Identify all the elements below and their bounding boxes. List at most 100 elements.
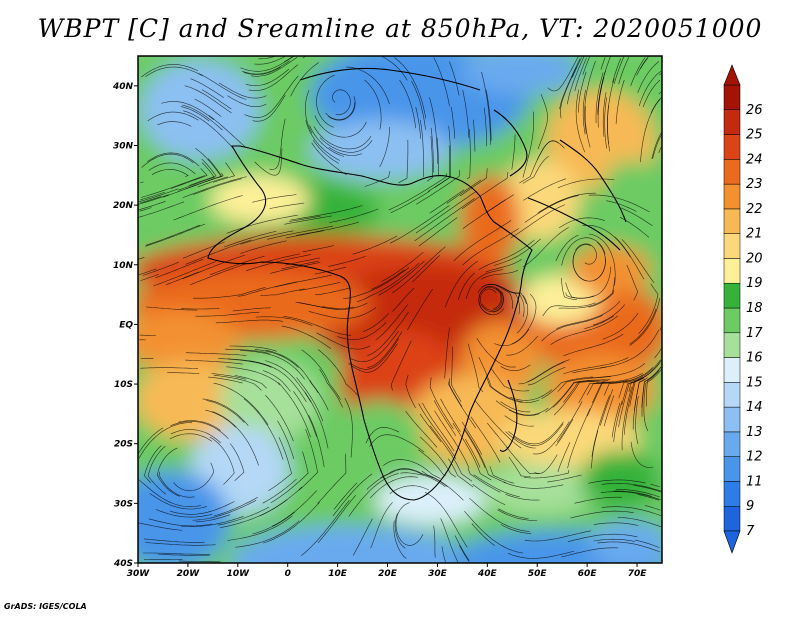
streamline [486,422,508,448]
lon-tick-label: 30E [428,569,448,579]
streamline [252,94,286,122]
streamline [138,422,192,459]
streamline [412,255,441,283]
streamline [638,283,659,335]
streamline [444,260,478,308]
colorbar-segment [723,159,741,185]
streamline [209,255,265,276]
streamline [561,237,606,266]
streamline [252,194,297,203]
streamline [314,115,367,138]
streamline [278,382,311,438]
colorbar-label: 12 [746,450,763,465]
streamline [592,381,615,404]
colorbar-label: 21 [746,227,763,242]
streamline [440,398,461,432]
streamline [240,230,294,245]
colorbar-label: 25 [746,128,763,143]
colorbar-segment [723,456,741,482]
lat-tick-label: 30N [113,141,134,151]
streamline [626,264,639,301]
streamline [416,169,460,205]
streamline [299,282,341,291]
colorbar-segment [723,233,741,259]
streamline [301,349,341,400]
streamline [572,366,608,374]
streamline [500,364,531,371]
streamline [180,106,210,122]
streamline [235,520,300,548]
streamline [597,76,605,128]
streamline [629,308,657,345]
streamline [158,471,195,498]
streamline [461,171,509,210]
chart-title: WBPT [C] and Sreamline at 850hPa, VT: 20… [37,14,763,43]
streamline [241,60,290,75]
streamline [597,70,606,115]
streamline [205,409,236,428]
streamline [481,71,491,145]
lat-tick-label: 30S [114,499,133,509]
streamline [480,288,504,313]
streamline [556,300,621,330]
streamline [522,227,569,268]
colorbar-label: 22 [746,202,763,217]
streamline [430,127,434,173]
streamline [588,289,615,308]
streamline [603,395,615,427]
streamline [448,378,463,407]
streamline [350,331,399,363]
streamline [429,425,473,482]
streamline [587,380,607,417]
streamline [452,422,492,481]
streamline [147,111,199,122]
streamline [612,58,621,83]
streamline [237,281,297,297]
streamline [260,288,305,297]
streamline [352,518,373,556]
streamline [364,79,382,130]
streamline [356,262,420,303]
streamline [510,204,566,239]
streamline [262,370,291,392]
streamline [542,302,596,317]
streamline [145,542,216,546]
colorbar-label: 18 [746,301,763,316]
streamline [343,267,410,299]
streamline [559,58,581,110]
streamline [411,80,426,130]
streamline [141,64,199,78]
lat-tick-label: 20S [114,440,133,450]
streamline [208,115,246,148]
streamline [169,433,213,442]
streamline [240,350,305,380]
streamline [618,57,630,85]
streamline [202,398,249,426]
streamline [296,377,324,422]
streamline [541,376,593,399]
colorbar-label: 11 [746,474,763,489]
streamline [269,118,286,170]
colorbar-segment [723,84,741,111]
colorbar-label: 26 [746,103,763,118]
coastlines [207,67,627,501]
streamline [394,57,427,119]
streamline [240,56,295,72]
streamline [630,57,646,87]
streamline [429,377,454,429]
streamline [284,56,293,63]
streamline [602,92,607,137]
streamline [493,238,541,266]
streamline [313,126,372,150]
colorbar-label: 16 [746,351,763,366]
streamline [195,148,222,178]
streamline [586,374,644,396]
streamline [500,524,532,534]
streamline [495,285,513,309]
streamline [262,253,300,264]
streamline [418,217,458,247]
streamline [547,56,579,92]
streamline [182,254,246,280]
streamline [637,494,660,501]
streamline [195,514,231,523]
